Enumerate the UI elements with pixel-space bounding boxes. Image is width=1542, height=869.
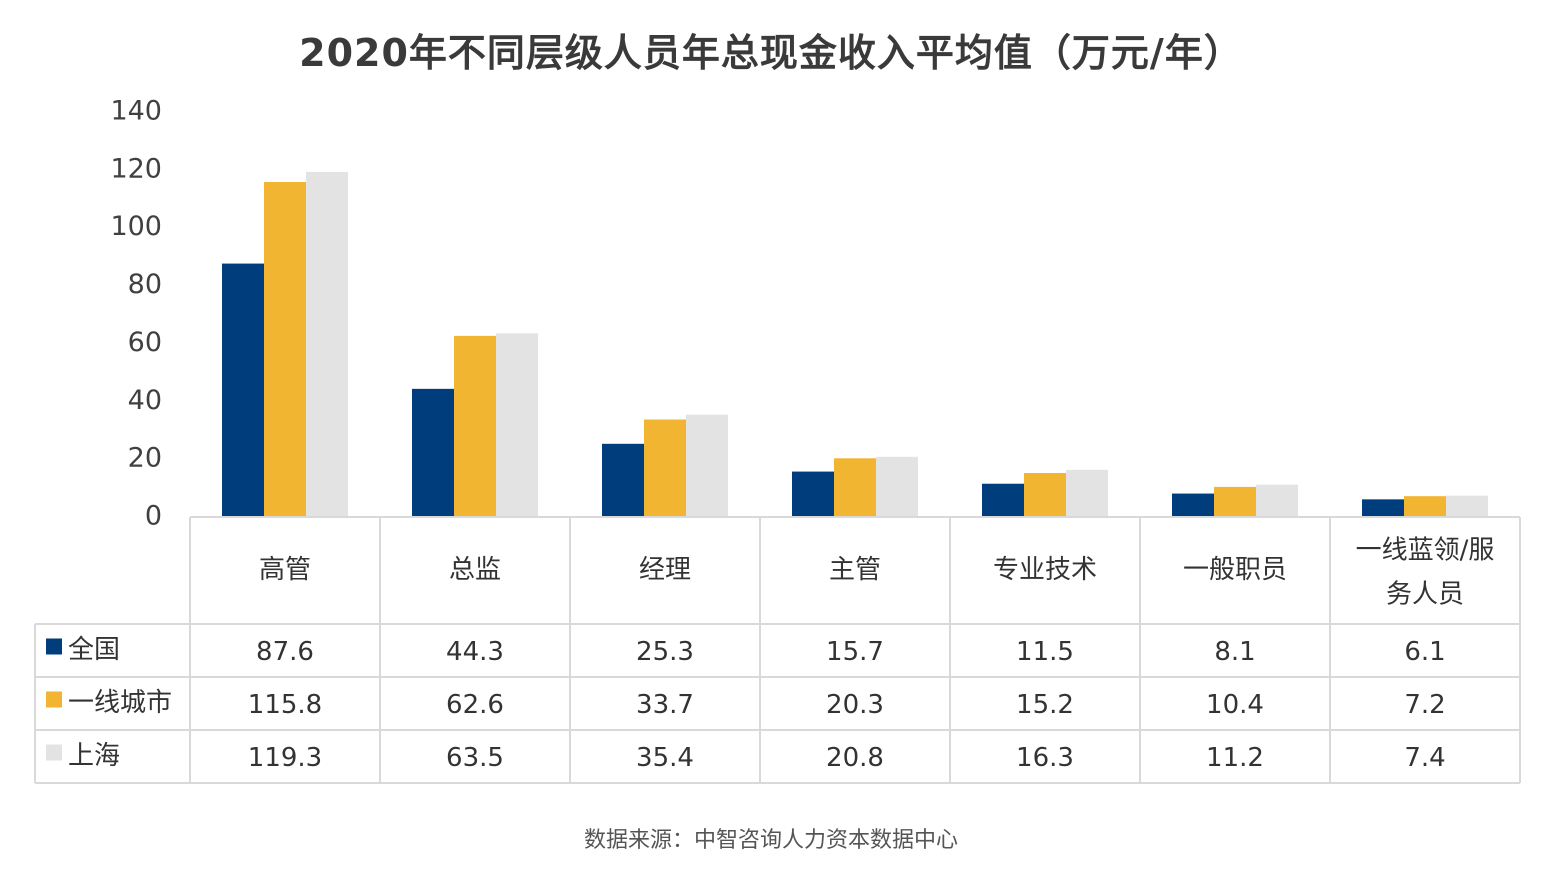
table-cell-value: 7.2 xyxy=(1404,690,1445,720)
bar xyxy=(454,335,496,517)
y-tick-label: 140 xyxy=(110,96,162,127)
table-cell-value: 87.6 xyxy=(256,637,314,667)
table-cell-value: 10.4 xyxy=(1206,690,1264,720)
bar xyxy=(792,471,834,517)
bar xyxy=(1362,499,1404,517)
table-cell-value: 20.8 xyxy=(826,743,884,773)
chart-title: 2020年不同层级人员年总现金收入平均值（万元/年） xyxy=(299,31,1243,75)
legend-label: 全国 xyxy=(68,635,120,665)
bar xyxy=(1446,495,1488,517)
table-cell-value: 25.3 xyxy=(636,637,694,667)
legend-swatch xyxy=(46,744,62,761)
x-category-label: 主管 xyxy=(829,555,881,585)
y-tick-label: 0 xyxy=(145,501,162,532)
y-axis: 0 20 40 60 80 100 120 140 xyxy=(110,96,162,532)
legend-label: 上海 xyxy=(68,741,120,771)
x-category-label: 高管 xyxy=(259,555,311,585)
legend-swatch xyxy=(46,691,62,708)
legend-label: 一线城市 xyxy=(68,688,172,718)
bar xyxy=(686,414,728,517)
table-cell-value: 20.3 xyxy=(826,690,884,720)
bar xyxy=(1404,496,1446,517)
y-tick-label: 40 xyxy=(128,385,162,416)
bar xyxy=(412,388,454,517)
x-category-label: 一般职员 xyxy=(1183,555,1287,585)
bar xyxy=(834,458,876,517)
bar xyxy=(876,456,918,517)
bar xyxy=(496,333,538,517)
table-cell-value: 62.6 xyxy=(446,690,504,720)
legend-swatch xyxy=(46,638,62,655)
table-cell-value: 119.3 xyxy=(248,743,322,773)
bar xyxy=(1214,486,1256,517)
table-cell-value: 33.7 xyxy=(636,690,694,720)
bar xyxy=(264,182,306,517)
x-category-label: 总监 xyxy=(449,555,501,585)
bar xyxy=(644,419,686,517)
y-tick-label: 20 xyxy=(128,443,162,474)
bar xyxy=(1024,473,1066,517)
bar xyxy=(1256,484,1298,517)
y-tick-label: 100 xyxy=(110,211,162,242)
bar xyxy=(1066,469,1108,517)
y-tick-label: 80 xyxy=(128,269,162,300)
x-category-label: 一线蓝领/服务人员 xyxy=(1356,535,1495,609)
table-cell-value: 44.3 xyxy=(446,637,504,667)
x-category-label: 经理 xyxy=(639,555,691,585)
bar xyxy=(306,171,348,517)
table-cell-value: 16.3 xyxy=(1016,743,1074,773)
x-category-label: 专业技术 xyxy=(993,555,1097,585)
table-cell-value: 63.5 xyxy=(446,743,504,773)
table-cell-value: 15.7 xyxy=(826,637,884,667)
table-cell-value: 11.5 xyxy=(1016,637,1074,667)
bar xyxy=(602,443,644,517)
table-cell-value: 7.4 xyxy=(1404,743,1445,773)
y-tick-label: 120 xyxy=(110,153,162,184)
table-cell-value: 115.8 xyxy=(248,690,322,720)
table-cell-value: 15.2 xyxy=(1016,690,1074,720)
table-cell-value: 6.1 xyxy=(1404,637,1445,667)
bars-group xyxy=(222,171,1488,517)
bar xyxy=(1172,493,1214,517)
bar xyxy=(222,263,264,517)
table-cell-value: 35.4 xyxy=(636,743,694,773)
source-note: 数据来源：中智咨询人力资本数据中心 xyxy=(583,828,958,853)
table-cell-value: 8.1 xyxy=(1214,637,1255,667)
table-cell-value: 11.2 xyxy=(1206,743,1264,773)
bar xyxy=(982,483,1024,517)
y-tick-label: 60 xyxy=(128,327,162,358)
